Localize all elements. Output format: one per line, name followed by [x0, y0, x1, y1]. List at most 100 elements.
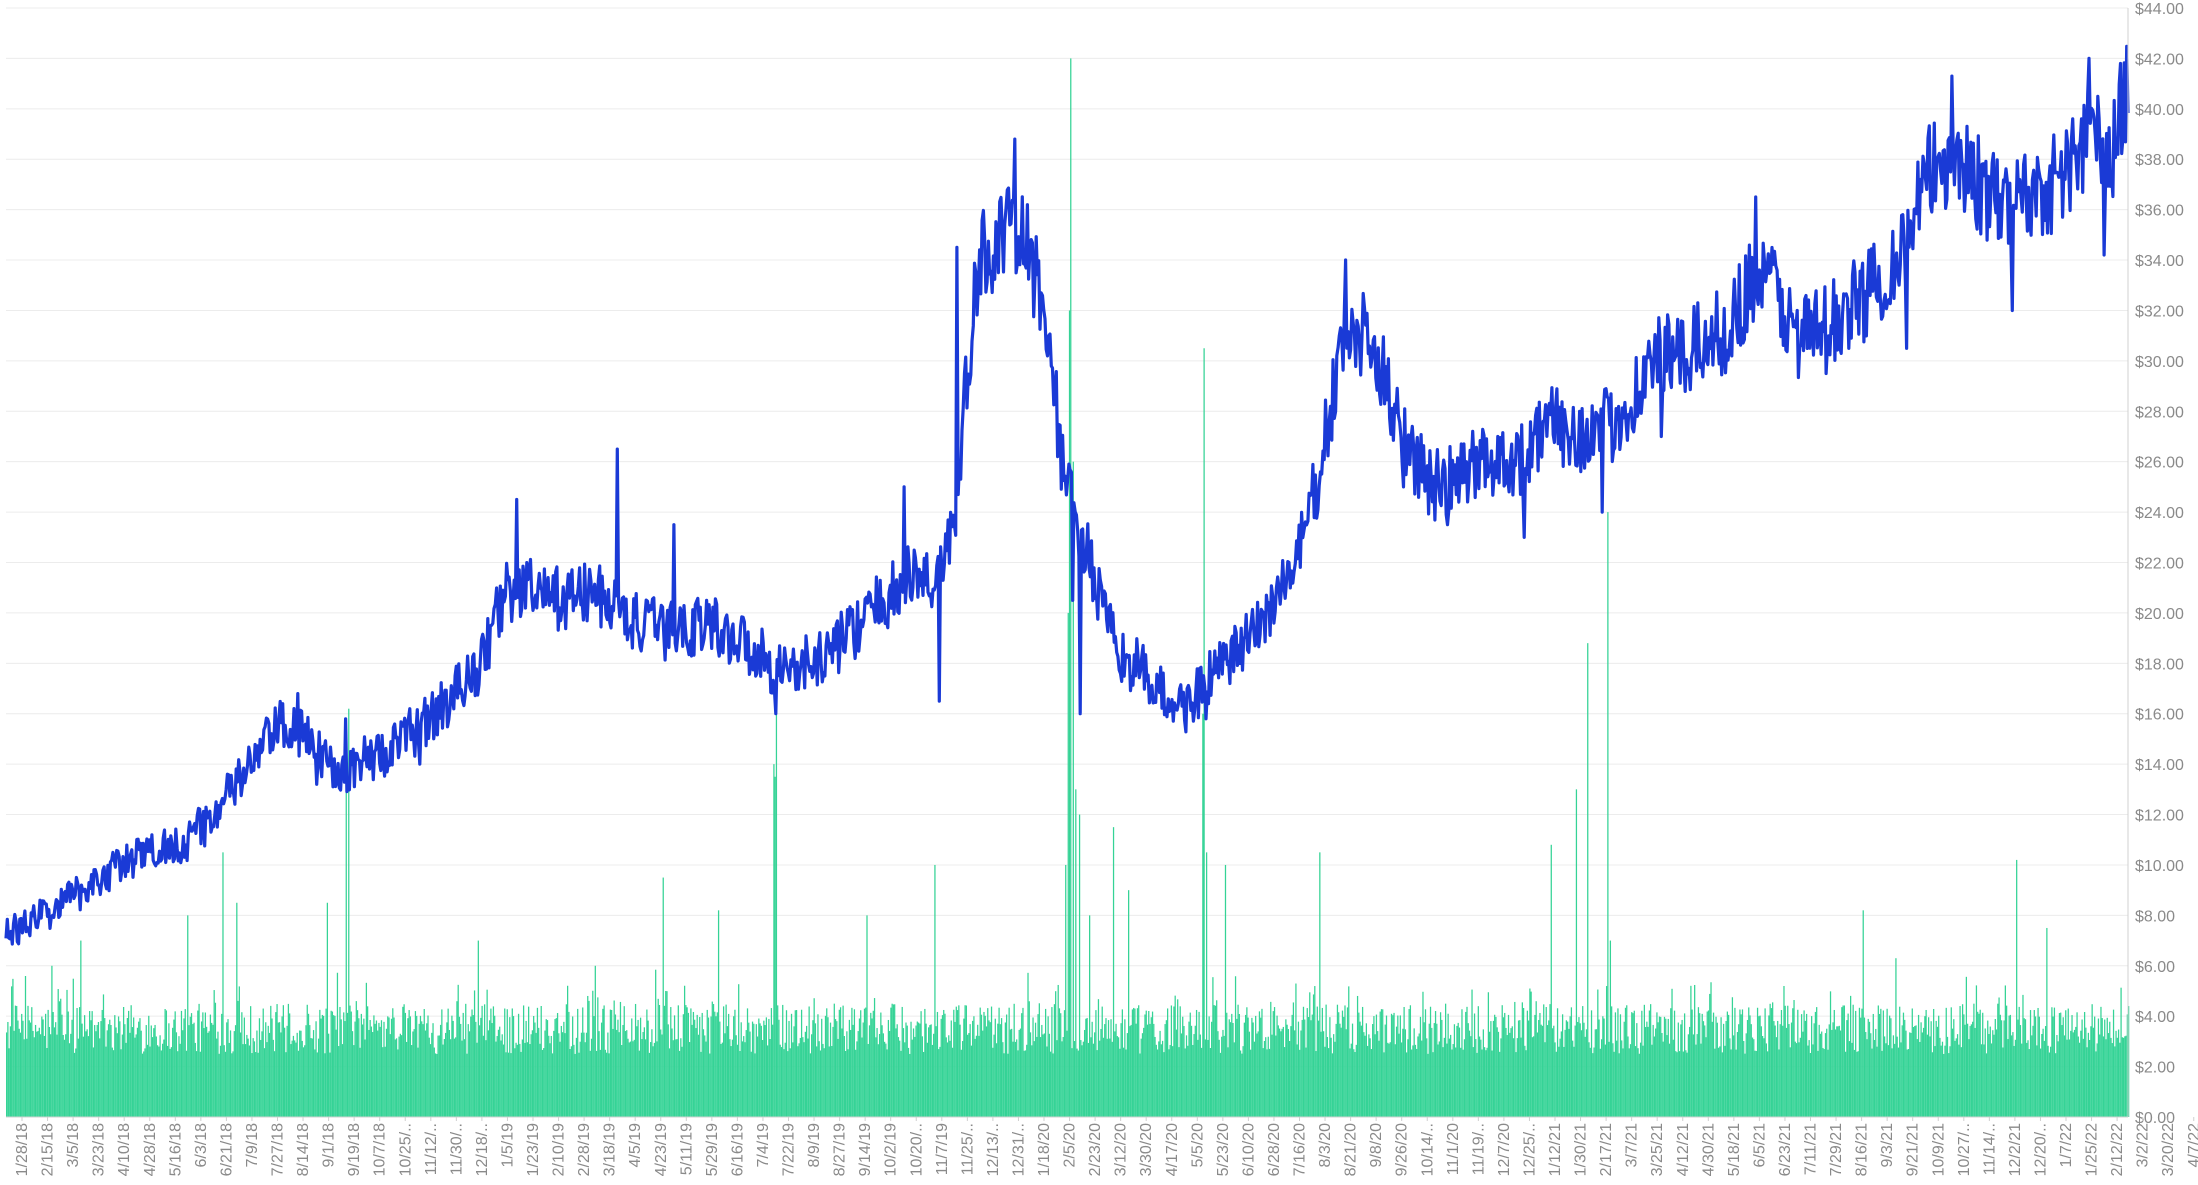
volume-bar	[164, 1008, 166, 1117]
x-tick-label: 7/11/21	[1803, 1123, 1820, 1175]
volume-bar	[551, 1053, 554, 1117]
volume-bar	[1148, 1011, 1150, 1117]
volume-bar	[1511, 1026, 1513, 1117]
volume-bar	[197, 1010, 199, 1117]
volume-bar	[102, 994, 105, 1117]
volume-bar	[438, 1035, 440, 1117]
volume-bar	[686, 1007, 688, 1117]
volume-bar	[522, 1005, 525, 1117]
volume-bar	[296, 1032, 298, 1117]
volume-bar	[1743, 1041, 1745, 1117]
volume-bar	[326, 902, 329, 1117]
volume-bar	[223, 1045, 225, 1117]
volume-bar	[755, 1024, 757, 1117]
volume-bar	[1530, 991, 1532, 1117]
volume-bar	[286, 1025, 288, 1117]
volume-bar	[178, 1036, 180, 1117]
volume-bar	[95, 1031, 97, 1117]
volume-bar	[671, 1028, 673, 1117]
volume-bar	[174, 1011, 176, 1117]
volume-bar	[1926, 1034, 1928, 1117]
volume-bar	[1497, 1031, 1500, 1117]
volume-bar	[1450, 1034, 1452, 1117]
volume-bar	[11, 986, 13, 1117]
volume-bar	[1514, 1001, 1516, 1117]
volume-bar	[974, 1038, 976, 1117]
volume-bar	[895, 1028, 897, 1117]
volume-bar	[182, 1030, 184, 1117]
volume-bar	[714, 1011, 716, 1117]
volume-bar	[1706, 1011, 1708, 1117]
volume-bar	[397, 1049, 399, 1117]
volume-bar	[1911, 1008, 1913, 1117]
volume-bar	[958, 1005, 960, 1117]
volume-bar	[2072, 1032, 2074, 1117]
volume-bar	[92, 1047, 95, 1117]
volume-bar	[863, 1008, 866, 1117]
volume-bar	[891, 1003, 893, 1117]
volume-bar	[1959, 1006, 1961, 1117]
volume-bar	[1821, 1031, 1823, 1117]
volume-bar	[1437, 1044, 1439, 1117]
volume-bar	[222, 852, 224, 1117]
volume-bar	[607, 1032, 609, 1117]
volume-bar	[180, 1010, 183, 1117]
volume-bar	[647, 1020, 649, 1117]
volume-bar	[1704, 1025, 1706, 1117]
volume-bar	[839, 1007, 842, 1117]
volume-bar	[1167, 1008, 1169, 1117]
volume-bar	[1367, 1045, 1369, 1117]
x-tick-label: 9/19/18	[346, 1123, 363, 1176]
volume-bar	[951, 1047, 954, 1117]
volume-bar	[1554, 1042, 1556, 1117]
volume-bar	[291, 1040, 293, 1117]
volume-bar	[583, 1032, 585, 1117]
volume-bar	[809, 1053, 812, 1117]
x-tick-label: 2/17/21	[1598, 1123, 1615, 1176]
volume-bar	[585, 1032, 588, 1117]
volume-bar	[2078, 1042, 2081, 1117]
volume-bar	[413, 1029, 415, 1117]
volume-bar	[1637, 1048, 1639, 1117]
volume-bar	[1053, 1004, 1056, 1117]
volume-bar	[823, 1048, 825, 1117]
volume-bar	[258, 1018, 261, 1117]
volume-bar	[700, 1051, 702, 1117]
x-tick-label: 3/25/21	[1649, 1123, 1666, 1176]
x-tick-label: 2/28/19	[576, 1123, 593, 1176]
volume-bar	[1644, 1027, 1647, 1117]
volume-bar	[301, 1040, 303, 1117]
volume-bar	[612, 1028, 614, 1117]
volume-bar	[2057, 1041, 2059, 1117]
volume-bar	[1120, 1023, 1122, 1117]
volume-bar	[43, 1035, 45, 1117]
volume-bar	[841, 1028, 843, 1117]
volume-bar	[1324, 1046, 1326, 1117]
volume-bar	[1218, 1039, 1220, 1117]
volume-bar	[28, 1020, 30, 1117]
volume-bar	[1529, 988, 1531, 1117]
volume-bar	[618, 1032, 620, 1117]
volume-bar	[745, 1030, 747, 1117]
volume-bar	[935, 1026, 937, 1117]
volume-bar	[846, 1031, 848, 1117]
volume-bar	[87, 1036, 90, 1117]
volume-bar	[1875, 1028, 1877, 1117]
y-tick-label: $42.00	[2135, 51, 2184, 68]
volume-bar	[1462, 1049, 1464, 1117]
volume-bar	[808, 1006, 810, 1117]
volume-bar	[1143, 1027, 1145, 1117]
volume-bar	[1375, 1014, 1378, 1117]
volume-bar	[977, 1024, 979, 1117]
volume-bar	[843, 1036, 845, 1117]
volume-bar	[272, 1039, 274, 1117]
volume-bar	[1673, 1010, 1676, 1117]
volume-bar	[1421, 1040, 1423, 1117]
volume-bar	[289, 1013, 291, 1117]
volume-bar	[777, 1005, 779, 1117]
volume-bar	[1629, 1044, 1632, 1117]
volume-bar	[658, 1004, 661, 1117]
volume-bar	[324, 1053, 326, 1117]
volume-bar	[1935, 1020, 1937, 1117]
volume-bar	[901, 1006, 903, 1117]
